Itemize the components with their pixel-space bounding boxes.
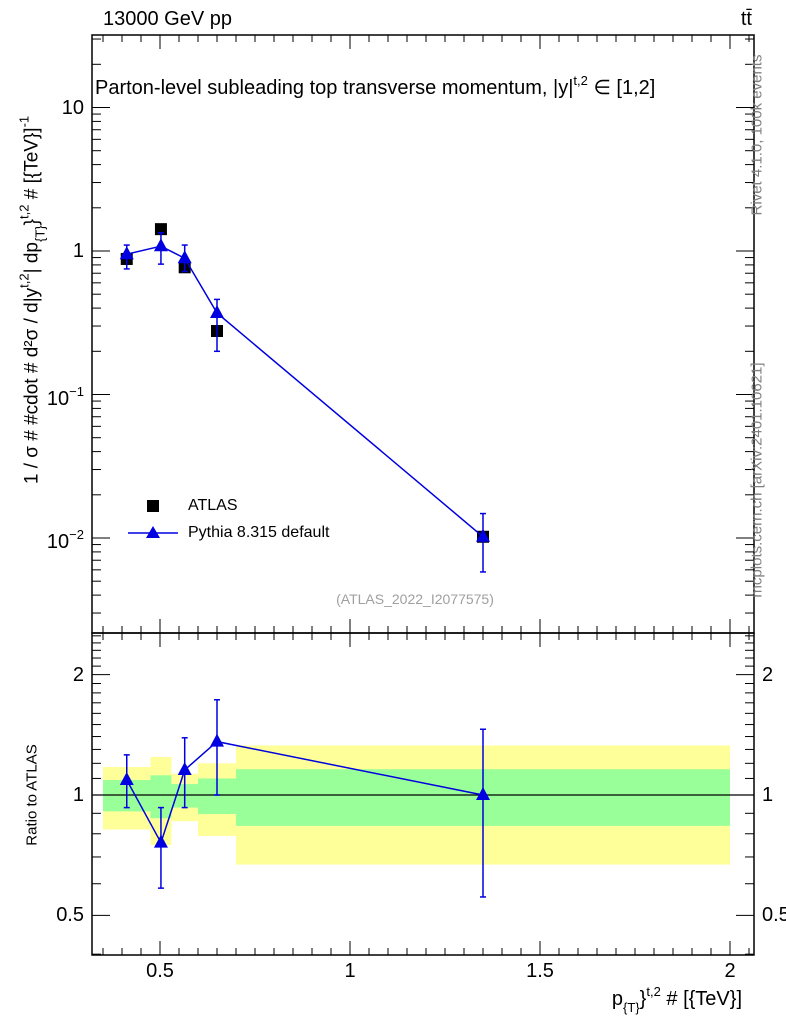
x-axis-label: p{T}}t,2 # [{TeV}] xyxy=(612,985,742,1014)
y-label-sup: t,2 xyxy=(16,204,32,220)
ratio-y-tick-label-right-text: 0.5 xyxy=(762,904,786,927)
ratio-y-tick-label-right: 0.5 xyxy=(762,905,786,925)
plot-title-var: |y| xyxy=(553,77,574,99)
x-tick-label: 1.5 xyxy=(526,961,554,981)
y-label-part: 1 / σ # #cdot # d²σ / d|y xyxy=(21,287,43,485)
ratio-y-tick-label-left-text: 1 xyxy=(72,784,84,806)
ratio-point xyxy=(476,787,490,800)
side-text-mcplots: mcplots.cern.ch [arXiv:2401.10621] xyxy=(748,362,766,598)
ratio-y-axis-label: Ratio to ATLAS xyxy=(23,744,41,846)
data-marks xyxy=(119,223,490,898)
ratio-y-tick-label-right: 1 xyxy=(762,785,773,805)
x-label-sup: t,2 xyxy=(646,984,661,999)
ratio-point xyxy=(210,733,224,747)
ratio-y-tick-label-right-text: 1 xyxy=(762,784,774,806)
y-tick-label-exponent: −2 xyxy=(69,527,84,542)
pythia-point xyxy=(210,304,224,318)
pythia-point xyxy=(119,246,134,260)
x-label-part: p xyxy=(611,988,624,1010)
x-label-sub: {T} xyxy=(623,1000,640,1015)
legend-atlas-label: ATLAS xyxy=(188,497,238,514)
y-tick-label-exponent: −1 xyxy=(69,383,84,399)
legend-atlas-marker xyxy=(147,500,159,512)
side-text-rivet: Rivet 4.1.0, 100k events xyxy=(748,54,766,216)
ratio-point xyxy=(119,772,134,786)
ratio-y-tick-label-right: 2 xyxy=(762,665,773,685)
plot-title-main: Parton-level subleading top transverse m… xyxy=(95,77,554,99)
y-label-sup: t,2 xyxy=(16,273,32,288)
legend-pythia-marker xyxy=(146,526,160,538)
y-tick-label-text: 10 xyxy=(61,96,84,119)
header-left: 13000 GeV pp xyxy=(103,8,232,30)
y-label-sub: {T} xyxy=(32,225,48,242)
x-label-part: # [{TeV}] xyxy=(660,988,742,1010)
x-tick-label: 0.5 xyxy=(146,961,174,981)
ratio-frame xyxy=(91,632,755,956)
y-tick-label-text: 10 xyxy=(46,531,70,553)
plot-title: Parton-level subleading top transverse m… xyxy=(95,74,655,98)
y-tick-label: 10 xyxy=(62,98,84,118)
y-tick-label: 10−1 xyxy=(47,385,84,409)
plot-title-var-sup: t,2 xyxy=(573,73,588,88)
y-tick-label-text: 10 xyxy=(46,387,70,410)
ratio-y-tick-label-left: 0.5 xyxy=(56,905,84,925)
ratio-y-tick-label-right-text: 2 xyxy=(762,663,774,686)
x-tick-label-text: 0.5 xyxy=(146,960,174,982)
header-right: tt̄ xyxy=(740,8,752,30)
y-axis-label: 1 / σ # #cdot # d²σ / d|yt,2| dp{T}}t,2 … xyxy=(16,115,48,485)
ratio-point xyxy=(177,761,192,775)
x-label-part: } xyxy=(639,988,647,1010)
ratio-y-tick-label-left: 1 xyxy=(73,785,84,805)
y-label-part: } xyxy=(21,219,43,226)
x-tick-label: 1 xyxy=(344,961,355,981)
inner-band xyxy=(150,775,172,819)
pythia-point xyxy=(177,250,192,264)
x-tick-label-text: 1.5 xyxy=(526,960,554,982)
plot-title-range: ∈ [1,2] xyxy=(593,77,656,99)
y-label-sup: -1 xyxy=(16,115,32,128)
x-tick-label-text: 1 xyxy=(344,960,356,982)
pythia-point xyxy=(153,238,168,252)
legend-markers xyxy=(128,500,178,538)
ratio-y-tick-label-left: 2 xyxy=(73,665,84,685)
x-tick-label-text: 2 xyxy=(724,960,736,982)
y-tick-label: 1 xyxy=(73,241,84,261)
pythia-line xyxy=(126,245,484,538)
main-frame xyxy=(91,34,755,634)
axes xyxy=(91,34,755,956)
x-tick-label: 2 xyxy=(724,961,735,981)
ratio-point xyxy=(153,834,168,848)
pythia-point xyxy=(476,528,490,542)
legend-pythia-label: Pythia 8.315 default xyxy=(188,524,330,541)
ratio-uncertainty-bands xyxy=(103,745,730,865)
ratio-y-tick-label-left-text: 2 xyxy=(72,663,84,686)
y-label-part: # [{TeV}] xyxy=(21,127,43,205)
y-label-part: | dp xyxy=(21,241,43,274)
ratio-y-tick-label-left-text: 0.5 xyxy=(56,904,84,927)
analysis-watermark: (ATLAS_2022_I2077575) xyxy=(336,591,494,607)
y-tick-label-text: 1 xyxy=(72,240,84,262)
y-tick-label: 10−2 xyxy=(47,528,84,552)
